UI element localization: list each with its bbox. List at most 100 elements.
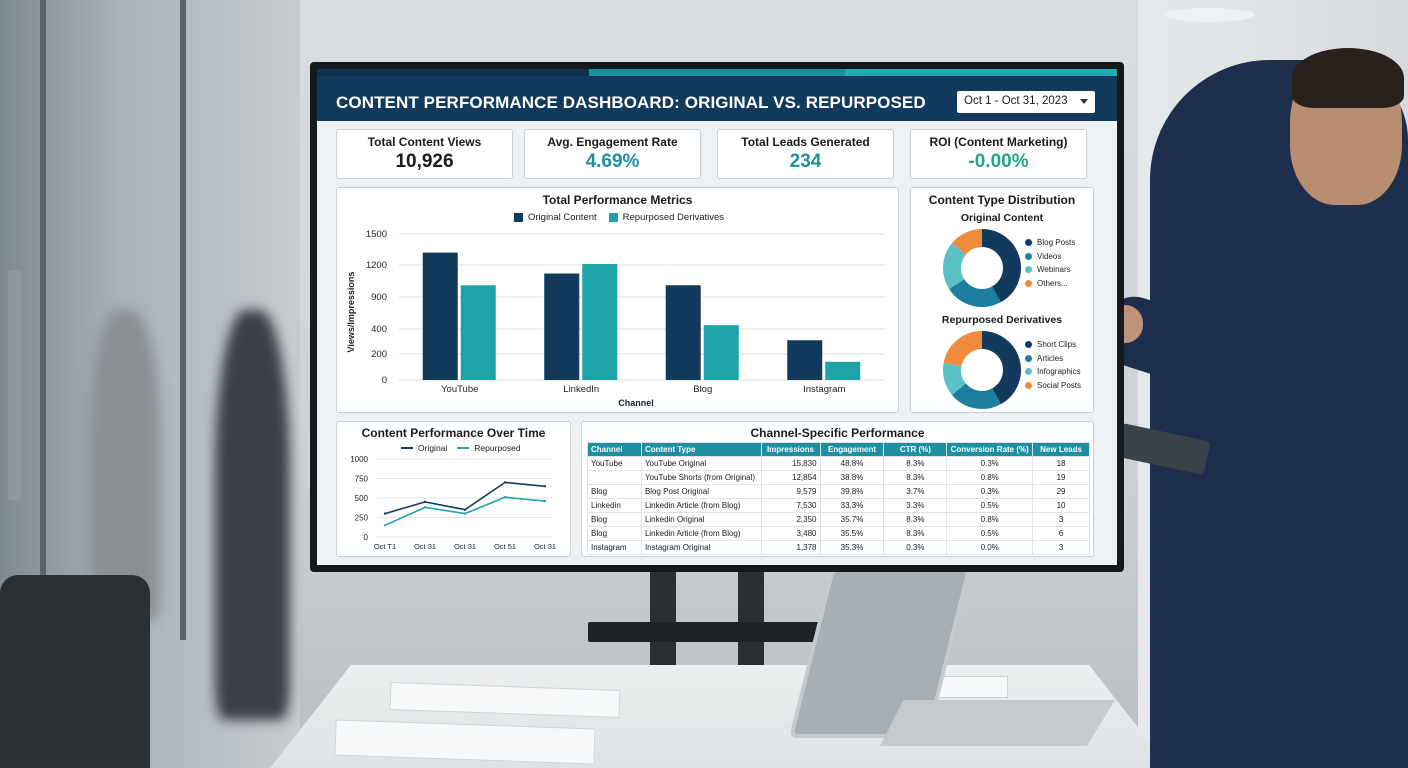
column-header[interactable]: Channel bbox=[587, 442, 642, 457]
cell-new-leads: 29 bbox=[1032, 484, 1090, 499]
table-row[interactable]: Blog Linkedin Original 2,350 35.7% 8.3% … bbox=[587, 512, 1090, 527]
cell-impressions: 7,530 bbox=[760, 498, 821, 513]
column-header[interactable]: CTR (%) bbox=[883, 442, 948, 457]
legend-item-repurposed: Repurposed bbox=[457, 443, 521, 453]
y-tick-label: 1000 bbox=[350, 455, 368, 464]
x-tick-label: YouTube bbox=[441, 384, 478, 395]
legend-item: Infographics bbox=[1025, 365, 1081, 379]
x-axis-label: Channel bbox=[618, 398, 654, 408]
legend-item: Videos bbox=[1025, 250, 1075, 264]
cell-channel: Blog bbox=[587, 484, 642, 499]
legend-dot bbox=[1025, 252, 1032, 260]
line-point bbox=[503, 496, 507, 499]
person-man-hair bbox=[1292, 48, 1404, 108]
kpi-value: 10,926 bbox=[395, 151, 454, 172]
legend-line bbox=[401, 447, 413, 449]
bar-chart: 0 200 400 900 1200 1500 Views/Impressions YouTu… bbox=[346, 229, 885, 408]
display-monitor: CONTENT PERFORMANCE DASHBOARD: ORIGINAL … bbox=[310, 62, 1124, 572]
cell-channel bbox=[587, 470, 642, 485]
y-tick-label: 750 bbox=[355, 475, 369, 484]
donut-slice bbox=[943, 243, 967, 289]
legend-dot bbox=[1025, 381, 1032, 389]
cell-channel: YouTube bbox=[587, 456, 642, 471]
donut-chart-repurposed bbox=[943, 331, 1021, 409]
cell-content-type: Linkedin Original bbox=[640, 512, 762, 527]
kpi-card-roi[interactable]: ROI (Content Marketing) -0.00% bbox=[910, 129, 1087, 179]
cell-new-leads: 3 bbox=[1032, 512, 1090, 527]
cell-content-type: Blog Post Original bbox=[640, 484, 762, 499]
cell-channel: Blog bbox=[587, 526, 642, 541]
column-header[interactable]: New Leads bbox=[1032, 442, 1090, 457]
donut-slice bbox=[943, 331, 983, 367]
legend-label: Repurposed Derivatives bbox=[622, 212, 725, 223]
column-header[interactable]: Content Type bbox=[640, 442, 762, 457]
bar-original bbox=[544, 273, 580, 380]
cell-content-type: YouTube Shorts (from Original) bbox=[640, 470, 762, 485]
blurred-person bbox=[90, 310, 160, 620]
legend-dot bbox=[1025, 354, 1032, 362]
legend-dot bbox=[1025, 368, 1032, 376]
door-handle bbox=[8, 270, 22, 500]
cell-new-leads: 6 bbox=[1032, 526, 1090, 541]
cell-impressions: 2,350 bbox=[760, 512, 821, 527]
table-row[interactable]: Blog Linkedin Article (from Blog) 3,480 … bbox=[587, 526, 1090, 541]
line-point bbox=[423, 500, 427, 504]
x-tick-label: Instagram bbox=[803, 384, 845, 395]
page-title: CONTENT PERFORMANCE DASHBOARD: ORIGINAL … bbox=[336, 93, 926, 112]
x-tick-label: Oct 31 bbox=[414, 542, 436, 551]
x-tick-label: Blog bbox=[693, 384, 712, 395]
cell-impressions: 12,854 bbox=[760, 470, 821, 485]
bar-repurposed bbox=[825, 361, 861, 380]
glass-frame bbox=[40, 0, 46, 640]
column-header[interactable]: Conversion Rate (%) bbox=[946, 442, 1034, 457]
bar-repurposed bbox=[703, 325, 739, 380]
table-row[interactable]: Instagram Instagram Original 1,378 35.3%… bbox=[587, 540, 1090, 555]
table-header-row: Channel Content Type Impressions Engagem… bbox=[587, 442, 1090, 457]
legend-label: Original bbox=[418, 443, 448, 453]
legend-label: Short Clips bbox=[1037, 340, 1077, 349]
cell-conversion: 0.0% bbox=[946, 540, 1034, 555]
y-tick-label: 0 bbox=[382, 375, 387, 386]
table-row[interactable]: Blog Blog Post Original 9,579 39.8% 3.7%… bbox=[587, 484, 1090, 499]
date-range-value: Oct 1 - Oct 31, 2023 bbox=[964, 95, 1068, 107]
cell-engagement: 35.3% bbox=[819, 540, 885, 555]
kpi-card-leads[interactable]: Total Leads Generated 234 bbox=[717, 129, 894, 179]
column-header[interactable]: Impressions bbox=[760, 442, 821, 457]
y-tick-label: 250 bbox=[355, 514, 369, 523]
kpi-label: Total Leads Generated bbox=[741, 135, 870, 149]
x-tick-label: Oct T1 bbox=[374, 542, 396, 551]
legend-dot bbox=[1025, 239, 1032, 246]
legend-label: Social Posts bbox=[1037, 380, 1082, 390]
kpi-value: 4.69% bbox=[585, 151, 640, 172]
date-range-select[interactable]: Oct 1 - Oct 31, 2023 bbox=[957, 91, 1095, 113]
legend-label: Blog Posts bbox=[1037, 238, 1076, 247]
chevron-down-icon[interactable] bbox=[1080, 99, 1088, 104]
legend-item: Webinars bbox=[1025, 263, 1075, 277]
y-tick-label: 0 bbox=[364, 533, 369, 542]
cell-engagement: 35.5% bbox=[819, 526, 885, 541]
legend-item: Short Clips bbox=[1025, 338, 1081, 352]
dashboard-screen: CONTENT PERFORMANCE DASHBOARD: ORIGINAL … bbox=[317, 69, 1117, 565]
donut-slice bbox=[981, 229, 1021, 303]
donut-slice bbox=[951, 382, 1001, 409]
table-row[interactable]: YouTube Shorts (from Original) 12,854 38… bbox=[587, 470, 1090, 485]
column-header[interactable]: Engagement bbox=[819, 442, 885, 457]
legend-item: Articles bbox=[1025, 352, 1081, 366]
kpi-card-engagement[interactable]: Avg. Engagement Rate 4.69% bbox=[524, 129, 701, 179]
table-row[interactable]: Linkedin Linkedin Article (from Blog) 7,… bbox=[587, 498, 1090, 513]
line-point bbox=[463, 508, 467, 511]
legend-item-repurposed: Repurposed Derivatives bbox=[608, 212, 725, 223]
line-point bbox=[463, 512, 467, 515]
performance-over-time-panel: Content Performance Over Time Original R… bbox=[336, 421, 571, 557]
y-axis-label: Views/Impressions bbox=[346, 272, 356, 353]
donut-slice bbox=[943, 362, 967, 395]
cell-ctr: 3.7% bbox=[883, 484, 948, 499]
cell-engagement: 38.8% bbox=[819, 470, 885, 485]
line-point bbox=[423, 506, 427, 509]
table-row[interactable]: YouTube YouTube Original 15,830 48.8% 8.… bbox=[587, 456, 1090, 471]
kpi-card-total-views[interactable]: Total Content Views 10,926 bbox=[336, 129, 513, 179]
legend-swatch bbox=[608, 213, 618, 222]
legend-item-original: Original bbox=[401, 443, 447, 453]
bar-original bbox=[422, 252, 458, 380]
donut-repurposed-title: Repurposed Derivatives bbox=[941, 314, 1063, 326]
